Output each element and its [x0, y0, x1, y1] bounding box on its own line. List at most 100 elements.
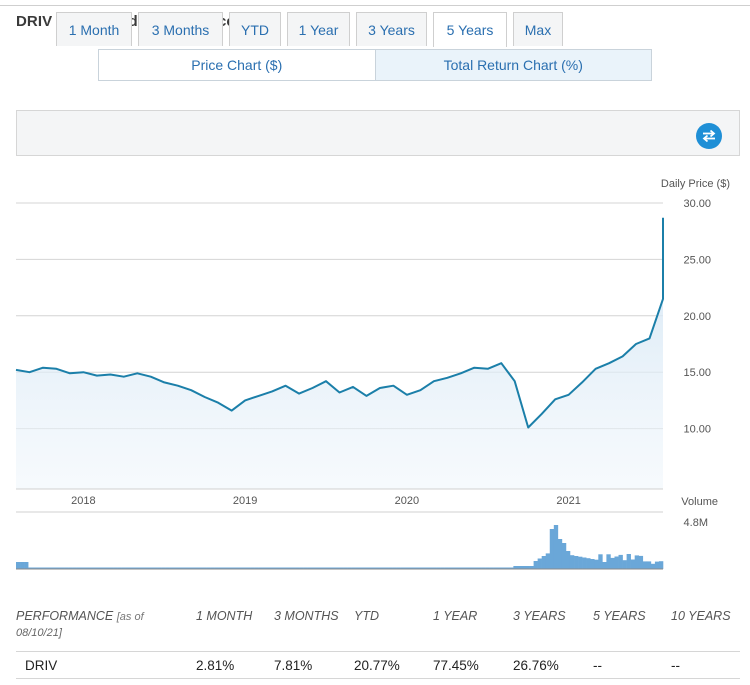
range-tab-ytd[interactable]: YTD	[229, 12, 281, 46]
volume-bar	[448, 567, 454, 569]
volume-bar	[295, 567, 300, 569]
volume-bar	[80, 567, 86, 569]
volume-bar	[96, 567, 102, 569]
volume-bar	[202, 567, 207, 569]
range-tab-3-years[interactable]: 3 Years	[356, 12, 427, 46]
volume-bar	[242, 567, 247, 569]
volume-bar	[149, 567, 154, 569]
volume-bar	[319, 567, 324, 569]
volume-bar	[52, 567, 57, 569]
volume-bar	[153, 567, 158, 569]
volume-bar	[343, 567, 348, 569]
volume-bar	[347, 567, 352, 569]
volume-bar	[452, 567, 458, 569]
volume-bar	[476, 567, 482, 569]
volume-bar	[424, 567, 429, 569]
volume-bar	[638, 555, 644, 569]
performance-as-of-date: 08/10/21]	[16, 627, 62, 639]
cell-3-months: 7.81%	[274, 658, 313, 673]
range-tabs-bar	[16, 110, 740, 156]
x-tick-label: 2018	[71, 495, 95, 507]
volume-bar	[113, 567, 118, 569]
volume-bar	[222, 567, 227, 569]
range-tab-3-months[interactable]: 3 Months	[138, 12, 223, 46]
volume-bar	[606, 554, 611, 569]
row-name: DRIV	[25, 658, 58, 673]
volume-bar	[650, 563, 656, 569]
volume-bar	[432, 567, 437, 569]
volume-bar	[630, 559, 635, 569]
cell-1-month: 2.81%	[196, 658, 235, 673]
volume-bar	[137, 567, 142, 569]
volume-bar	[20, 562, 25, 569]
volume-bar	[440, 567, 445, 569]
volume-bar	[578, 556, 583, 569]
volume-bar	[594, 559, 599, 569]
volume-bar	[226, 567, 231, 569]
volume-bar	[614, 556, 619, 569]
volume-bar	[335, 567, 340, 569]
volume-bar	[157, 567, 162, 569]
volume-bar	[72, 567, 77, 569]
top-rule	[0, 5, 750, 6]
price-chart-tab[interactable]: Price Chart ($)	[191, 57, 283, 73]
volume-bar	[444, 567, 449, 569]
col-3-years: 3 YEARS	[513, 609, 566, 623]
volume-bar	[133, 567, 138, 569]
range-tab-1-month[interactable]: 1 Month	[56, 12, 132, 46]
volume-bar	[125, 567, 130, 569]
volume-bar	[214, 567, 219, 569]
volume-bar	[28, 567, 33, 569]
volume-bar	[525, 566, 530, 569]
volume-bar	[553, 525, 559, 569]
volume-bar	[618, 554, 623, 569]
volume-bar	[254, 567, 259, 569]
volume-bar	[193, 567, 199, 569]
volume-bar	[339, 567, 344, 569]
y-tick-label: 25.00	[683, 254, 711, 266]
volume-bar	[505, 567, 510, 569]
volume-bar	[464, 567, 470, 569]
volume-bar	[610, 557, 615, 569]
volume-bar	[282, 567, 288, 569]
volume-bar	[371, 567, 377, 569]
volume-bar	[359, 567, 365, 569]
volume-bar	[468, 567, 474, 569]
price-chart: Daily Price ($) 30.00 25.00 20.00 15.00 10.0…	[15, 178, 730, 570]
col-ytd: YTD	[354, 609, 379, 623]
volume-bar	[274, 567, 280, 569]
volume-bar	[517, 566, 522, 569]
table-row: DRIV 2.81% 7.81% 20.77% 77.45% 26.76% --…	[16, 651, 740, 679]
volume-bar	[177, 567, 183, 569]
total-return-chart-tab[interactable]: Total Return Chart (%)	[374, 50, 651, 80]
volume-bar	[145, 567, 150, 569]
volume-bar	[303, 567, 308, 569]
price-area	[16, 217, 663, 489]
volume-bar	[622, 560, 627, 569]
range-tab-1-year[interactable]: 1 Year	[287, 12, 350, 46]
volume-bar	[197, 567, 203, 569]
volume-bar	[64, 567, 69, 569]
x-tick-label: 2020	[395, 495, 419, 507]
y-tick-label: 20.00	[683, 311, 711, 323]
range-tab-5-years[interactable]: 5 Years	[433, 12, 507, 47]
volume-bar	[161, 567, 166, 569]
volume-bar	[189, 567, 195, 569]
volume-bar	[76, 567, 81, 569]
volume-bar	[307, 567, 312, 569]
volume-bar	[258, 567, 263, 569]
volume-bar	[654, 561, 660, 569]
volume-bar	[396, 567, 401, 569]
swap-chart-button[interactable]	[696, 123, 722, 149]
volume-bar	[109, 567, 114, 569]
volume-bar	[472, 567, 478, 569]
volume-bar	[246, 567, 251, 569]
volume-bar	[230, 567, 235, 569]
volume-bar	[117, 567, 122, 569]
volume-bar	[569, 555, 575, 569]
volume-bar	[100, 567, 106, 569]
volume-bar	[582, 557, 587, 569]
volume-bar	[270, 567, 276, 569]
volume-axis-label: Volume	[681, 496, 718, 508]
range-tab-max[interactable]: Max	[513, 12, 563, 46]
